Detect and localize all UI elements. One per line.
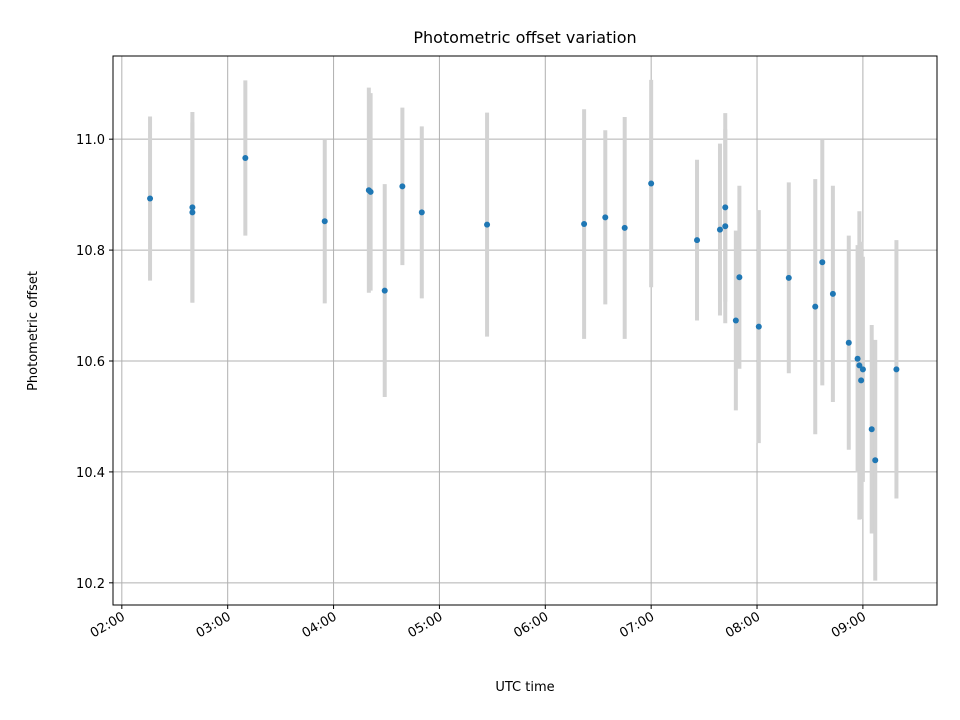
data-point — [812, 303, 819, 310]
data-point — [732, 317, 739, 324]
data-point — [694, 237, 701, 244]
y-axis-label: Photometric offset — [26, 271, 41, 391]
data-point — [872, 457, 879, 464]
data-point — [242, 155, 249, 162]
data-point — [399, 183, 406, 190]
data-point — [829, 290, 836, 297]
data-point — [381, 287, 388, 294]
data-point — [854, 355, 861, 362]
y-tick-label: 10.8 — [76, 244, 105, 259]
y-tick-label: 10.2 — [76, 577, 105, 592]
data-point — [648, 180, 655, 187]
data-point — [859, 366, 866, 373]
data-point — [722, 223, 729, 230]
data-point — [736, 274, 743, 281]
y-tick-label: 10.6 — [76, 355, 105, 370]
data-point — [819, 259, 826, 266]
grid-layer — [113, 56, 937, 605]
data-point — [722, 204, 729, 211]
data-point — [785, 274, 792, 281]
data-point — [755, 323, 762, 330]
chart-title: Photometric offset variation — [413, 28, 636, 47]
data-point — [856, 362, 863, 369]
data-point — [189, 204, 196, 211]
plot-frame — [112, 55, 938, 606]
data-point — [321, 218, 328, 225]
data-point — [602, 214, 609, 221]
data-point — [868, 426, 875, 433]
y-axis-ticks: 10.2 10.4 10.6 10.8 11.0 — [76, 133, 113, 592]
data-point — [484, 221, 491, 228]
data-point — [621, 224, 628, 231]
data-point — [367, 188, 374, 195]
data-point — [189, 209, 196, 216]
y-tick-label: 10.4 — [76, 466, 105, 481]
data-point — [716, 226, 723, 233]
data-point — [147, 195, 154, 202]
data-point — [581, 221, 588, 228]
point-layer — [147, 155, 900, 464]
data-point — [418, 209, 425, 216]
y-tick-label: 11.0 — [76, 133, 105, 148]
data-point — [893, 366, 900, 373]
x-axis-label: UTC time — [495, 680, 554, 695]
data-point — [845, 339, 852, 346]
data-point — [858, 377, 865, 384]
